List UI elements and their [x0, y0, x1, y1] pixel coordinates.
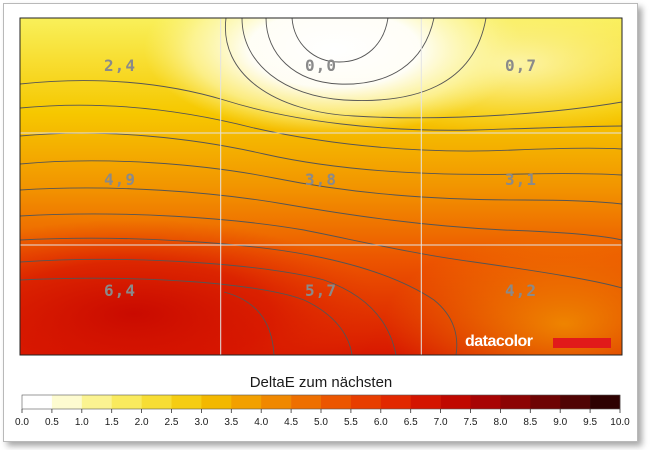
cell-label-r1c2: 0,0 [305, 56, 337, 75]
legend-tick-label: 5.5 [344, 417, 358, 428]
contour-line [223, 291, 275, 355]
contour-line [20, 258, 397, 355]
legend-swatch [410, 395, 441, 409]
contour-line [20, 132, 622, 176]
brand-name: datacolor [465, 333, 533, 350]
legend-tick-label: 7.0 [434, 417, 448, 428]
color-scale-legend: 0.0 0.5 1.0 1.5 2.0 2.5 3.0 3.5 4.0 4.5 5.0 5.5 6.0 6… [15, 394, 630, 428]
legend-swatch [171, 395, 202, 409]
legend-tick-label: 1.0 [75, 417, 89, 428]
legend-swatch [530, 395, 561, 409]
cell-labels: 2,4 0,0 0,7 4,9 3,8 3,1 6,4 5,7 4,2 [104, 56, 537, 300]
legend-tick-label: 9.5 [583, 417, 597, 428]
contour-line [20, 237, 458, 355]
legend-swatch [470, 395, 501, 409]
legend-swatch [590, 395, 621, 409]
legend-tick-label: 2.0 [135, 417, 149, 428]
heat-region-white [144, 18, 524, 134]
legend-tick-label: 4.5 [284, 417, 298, 428]
contour-line [291, 18, 389, 63]
legend-tick-label: 6.0 [374, 417, 388, 428]
legend-swatch [261, 395, 292, 409]
legend-swatch [231, 395, 262, 409]
contour-line [224, 18, 622, 119]
legend-tick-label: 6.5 [404, 417, 418, 428]
contour-line [20, 213, 622, 289]
legend-swatch [201, 395, 232, 409]
cell-label-r3c1: 6,4 [104, 281, 136, 300]
heatmap-area [20, 18, 622, 355]
legend-tick-label: 0.5 [45, 417, 59, 428]
brand-logo: datacolor [465, 333, 611, 350]
contour-line [20, 80, 622, 131]
legend-swatch [111, 395, 142, 409]
legend-tick-label: 0.0 [15, 417, 29, 428]
legend-swatch [321, 395, 352, 409]
legend-tick-label: 10.0 [610, 417, 630, 428]
legend-swatch [500, 395, 531, 409]
chart-svg: 2,4 0,0 0,7 4,9 3,8 3,1 6,4 5,7 4,2 data… [15, 17, 630, 428]
grid-lines [20, 18, 622, 355]
legend-swatch [350, 395, 382, 409]
cell-label-r3c2: 5,7 [305, 281, 337, 300]
chart-frame: 2,4 0,0 0,7 4,9 3,8 3,1 6,4 5,7 4,2 data… [3, 3, 638, 442]
cell-label-r2c1: 4,9 [104, 170, 136, 189]
legend-tick-label: 1.5 [105, 417, 119, 428]
legend-title: DeltaE zum nächsten [250, 374, 393, 391]
legend-tick-label: 8.0 [493, 417, 507, 428]
legend-swatch [291, 395, 322, 409]
plot-border [19, 17, 623, 356]
legend-tick-label: 3.0 [194, 417, 208, 428]
contour-lines [20, 18, 622, 355]
legend-swatch [51, 395, 83, 409]
legend-tick-label: 4.0 [254, 417, 268, 428]
cell-label-r1c1: 2,4 [104, 56, 136, 75]
contour-line [20, 277, 353, 355]
contour-line [265, 18, 435, 85]
legend-tick-label: 3.5 [224, 417, 238, 428]
contour-line [20, 104, 622, 152]
legend-swatch [560, 395, 591, 409]
contour-line [20, 187, 622, 241]
cell-label-r3c3: 4,2 [505, 281, 537, 300]
cell-label-r2c3: 3,1 [505, 170, 537, 189]
legend-swatch [22, 395, 53, 409]
legend-swatch [380, 395, 411, 409]
cell-label-r2c2: 3,8 [305, 170, 337, 189]
legend-swatch [440, 395, 471, 409]
legend-swatch [81, 395, 112, 409]
legend-tick-label: 2.5 [165, 417, 179, 428]
contour-line [241, 18, 487, 101]
heat-region-red [20, 219, 384, 355]
contour-line [20, 160, 622, 205]
legend-tick-label: 5.0 [314, 417, 328, 428]
heat-region-right [384, 234, 622, 355]
legend-tick-label: 9.0 [553, 417, 567, 428]
legend-tick-label: 8.5 [523, 417, 537, 428]
legend-tick-label: 7.5 [464, 417, 478, 428]
legend-swatch [141, 395, 172, 409]
cell-label-r1c3: 0,7 [505, 56, 537, 75]
brand-bar [553, 338, 611, 348]
